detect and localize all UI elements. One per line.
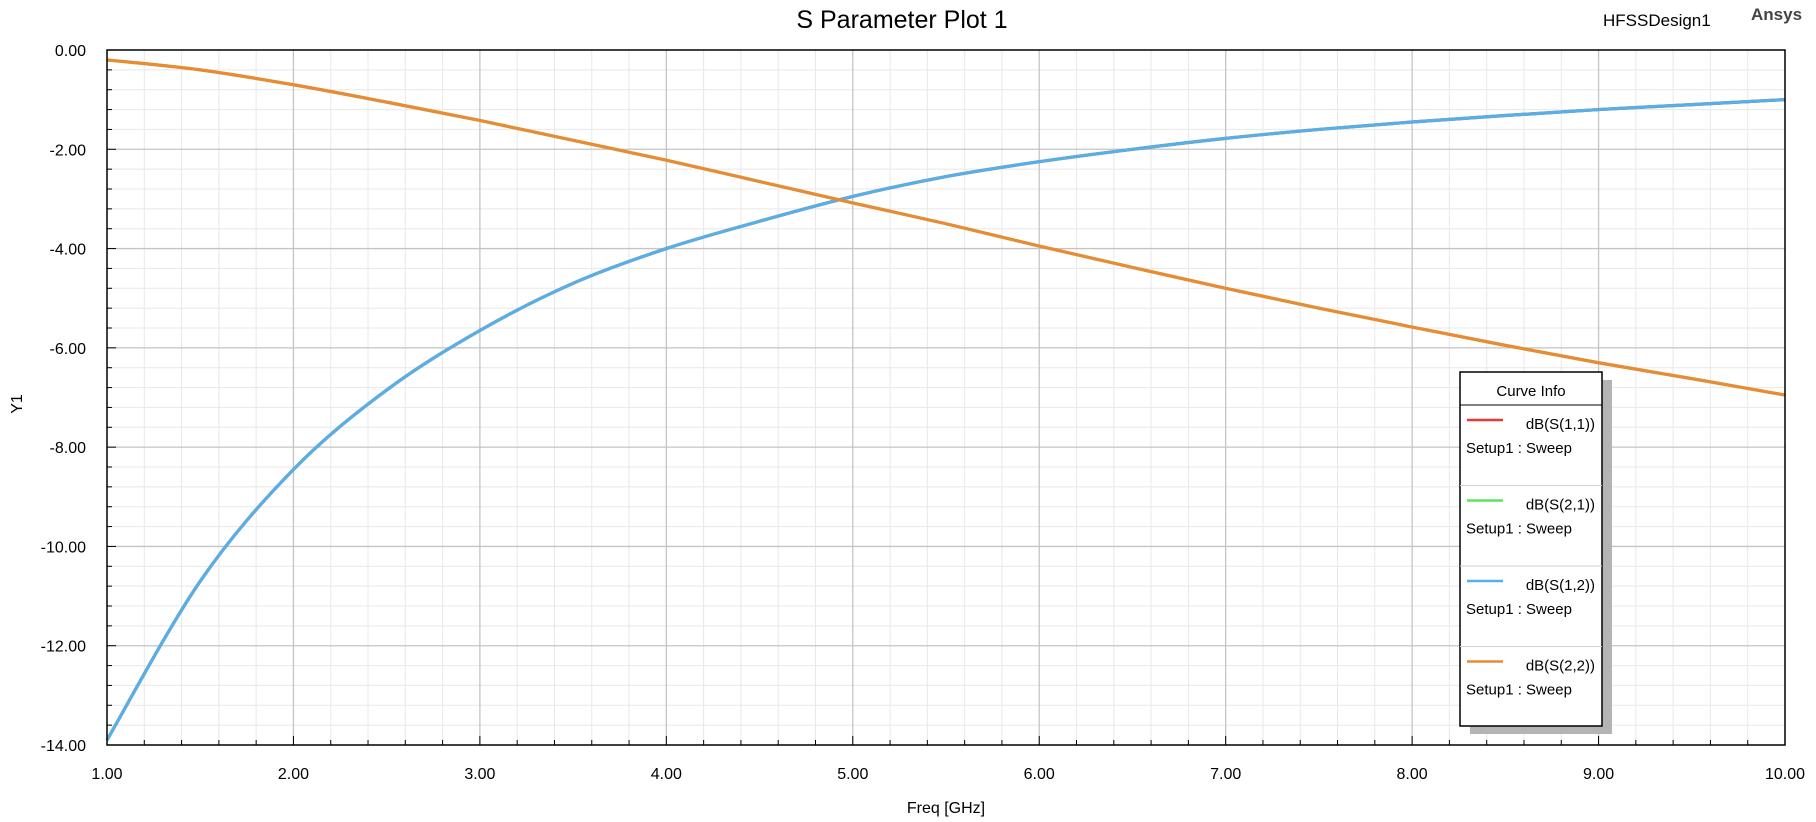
x-tick-label: 5.00 [837,766,868,783]
legend-entry-db-s-1-1[interactable]: dB(S(1,1)) Setup1 : Sweep [1460,416,1602,486]
series-line-db-s-1-2 [105,98,1786,741]
y-tick-labels: 0.00 -2.00 -4.00 -6.00 -8.00 -10.00 -12.00 -14.… [41,43,86,755]
legend-setup: Setup1 : Sweep [1466,601,1572,618]
series-line-db-s-2-2 [106,58,1786,397]
x-tick-label: 3.00 [464,766,495,783]
y-axis-label: Y1 [9,394,26,414]
y-tick-label: -14.00 [41,738,86,755]
x-tick-label: 6.00 [1024,766,1055,783]
chart-title: S Parameter Plot 1 [796,6,1007,34]
legend-entries: dB(S(1,1)) Setup1 : Sweep dB(S(2,1)) Setup1… [1460,416,1602,699]
y-tick-label: -10.00 [41,539,86,556]
series-layer [105,58,1786,741]
x-tick-label: 7.00 [1210,766,1241,783]
legend-series-name: dB(S(1,2)) [1526,577,1595,594]
legend-series-name: dB(S(2,2)) [1526,658,1595,675]
legend-entry-db-s-2-2[interactable]: dB(S(2,2)) Setup1 : Sweep [1466,658,1595,699]
design-name: HFSSDesign1 [1603,11,1711,30]
y-tick-label: -8.00 [50,440,87,457]
tick-marks [106,49,1786,746]
x-tick-label: 10.00 [1765,766,1805,783]
y-tick-label: -6.00 [50,341,87,358]
x-tick-label: 9.00 [1583,766,1614,783]
y-tick-label: -2.00 [50,142,87,159]
x-tick-label: 8.00 [1397,766,1428,783]
y-tick-label: -4.00 [50,242,87,259]
legend-setup: Setup1 : Sweep [1466,682,1572,699]
x-tick-label: 1.00 [91,766,122,783]
y-tick-label: -12.00 [41,639,86,656]
x-tick-label: 2.00 [278,766,309,783]
y-tick-label: 0.00 [55,43,86,60]
x-tick-labels: 1.00 2.00 3.00 4.00 5.00 6.00 7.00 8.00 9.00 10.0… [91,766,1805,783]
legend-entry-db-s-2-1[interactable]: dB(S(2,1)) Setup1 : Sweep [1460,497,1602,567]
x-tick-label: 4.00 [651,766,682,783]
plot-frame [106,49,1786,746]
brand-logo: Ansys [1751,5,1802,24]
legend-setup: Setup1 : Sweep [1466,521,1572,538]
legend-title: Curve Info [1496,383,1565,400]
x-axis-label: Freq [GHz] [907,800,985,817]
legend-box [1459,371,1603,727]
legend-entry-db-s-1-2[interactable]: dB(S(1,2)) Setup1 : Sweep [1460,577,1602,647]
legend-series-name: dB(S(1,1)) [1526,416,1595,433]
legend-series-name: dB(S(2,1)) [1526,497,1595,514]
legend-setup: Setup1 : Sweep [1466,440,1572,457]
curve-info-legend[interactable]: Curve Info dB(S(1,1))Setup1 : SweepdB(S(… [1459,371,1612,734]
